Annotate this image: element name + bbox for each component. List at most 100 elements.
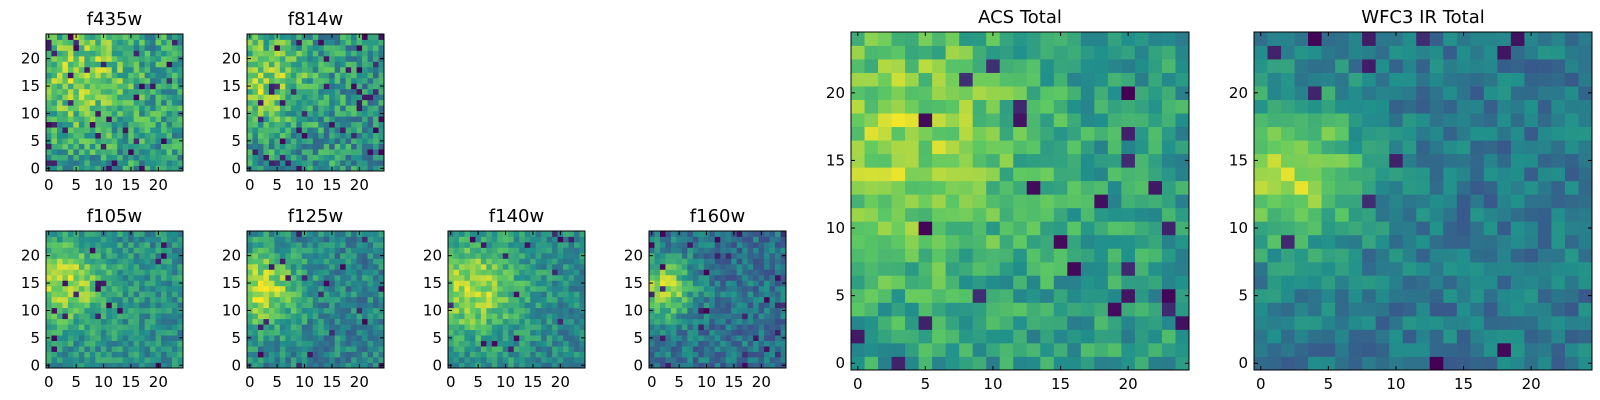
heatmap-cell <box>659 340 666 347</box>
heatmap-cell <box>497 258 504 265</box>
heatmap-cell <box>1470 261 1485 276</box>
heatmap-cell <box>769 324 776 331</box>
heatmap-cell <box>67 77 74 84</box>
heatmap-cell <box>84 258 91 265</box>
heatmap-cell <box>263 44 270 51</box>
heatmap-cell <box>1564 275 1579 290</box>
heatmap-cell <box>329 50 336 57</box>
heatmap-cell <box>692 296 699 303</box>
heatmap-cell <box>111 362 118 369</box>
heatmap-cell <box>1429 167 1444 182</box>
heatmap-cell <box>1308 356 1322 371</box>
heatmap-cell <box>356 329 363 336</box>
heatmap-cell <box>367 110 374 117</box>
heatmap-cell <box>301 357 308 363</box>
heatmap-cell <box>1375 261 1390 276</box>
heatmap-cell <box>709 296 716 303</box>
heatmap-cell <box>1578 194 1593 209</box>
heatmap-cell <box>150 83 156 90</box>
heatmap-cell <box>345 88 352 95</box>
heatmap-cell <box>334 61 341 68</box>
heatmap-cell <box>654 236 661 243</box>
heatmap-cell <box>345 143 352 150</box>
heatmap-cell <box>56 110 63 117</box>
heatmap-cell <box>654 313 661 320</box>
heatmap-cell <box>323 105 330 112</box>
heatmap-cell <box>665 340 672 347</box>
heatmap-cell <box>541 231 548 237</box>
heatmap-cell <box>1402 234 1417 249</box>
heatmap-cell <box>959 113 974 128</box>
heatmap-cell <box>296 39 303 46</box>
heatmap-cell <box>128 66 135 73</box>
heatmap-cell <box>905 59 919 73</box>
heatmap-cell <box>486 346 493 352</box>
heatmap-cell <box>56 285 63 292</box>
heatmap-cell <box>290 357 297 363</box>
heatmap-cell <box>535 285 542 292</box>
heatmap-cell <box>736 252 743 259</box>
heatmap-cell <box>46 313 52 320</box>
heatmap-cell <box>698 335 705 341</box>
heatmap-cell <box>747 231 754 237</box>
heatmap-cell <box>296 357 303 363</box>
heatmap-cell <box>150 241 156 248</box>
heatmap-cell <box>290 83 297 90</box>
heatmap-cell <box>464 346 471 352</box>
heatmap-cell <box>1094 248 1109 263</box>
heatmap-cell <box>1416 288 1431 303</box>
heatmap-cell <box>579 340 586 347</box>
heatmap-cell <box>480 346 487 352</box>
heatmap-cell <box>736 296 743 303</box>
heatmap-cell <box>351 116 357 123</box>
heatmap-cell <box>480 362 487 369</box>
heatmap-cell <box>1053 167 1068 182</box>
heatmap-cell <box>117 231 124 237</box>
heatmap-cell <box>67 72 74 79</box>
heatmap-cell <box>453 247 460 254</box>
heatmap-cell <box>95 351 102 358</box>
heatmap-cell <box>122 88 129 95</box>
heatmap-cell <box>1537 207 1552 222</box>
heatmap-cell <box>312 94 319 101</box>
heatmap-cell <box>301 132 308 139</box>
heatmap-cell <box>329 302 336 309</box>
heatmap-cell <box>252 280 259 287</box>
heatmap-cell <box>329 121 336 128</box>
heatmap-cell <box>279 121 286 128</box>
y-tick-label: 20 <box>222 247 241 265</box>
heatmap-cell <box>1537 180 1552 195</box>
heatmap-cell <box>568 247 575 254</box>
heatmap-cell <box>780 357 787 363</box>
heatmap-cell <box>497 296 504 303</box>
heatmap-cell <box>378 296 385 303</box>
heatmap-cell <box>111 241 118 248</box>
heatmap-cell <box>274 154 281 161</box>
heatmap-cell <box>285 165 292 172</box>
heatmap-cell <box>247 285 253 292</box>
heatmap-cell <box>340 346 347 352</box>
heatmap-cell <box>469 307 476 314</box>
heatmap-cell <box>323 291 330 298</box>
heatmap-cell <box>312 258 319 265</box>
heatmap-cell <box>1013 234 1028 249</box>
heatmap-cell <box>307 34 314 40</box>
heatmap-cell <box>519 318 526 325</box>
heatmap-cell <box>986 140 1001 155</box>
heatmap-cell <box>279 44 286 51</box>
heatmap-cell <box>362 143 368 150</box>
heatmap-cell <box>1067 207 1082 222</box>
heatmap-cell <box>84 105 91 112</box>
heatmap-cell <box>362 324 368 331</box>
heatmap-cell <box>307 61 314 68</box>
heatmap-cell <box>84 313 91 320</box>
heatmap-cell <box>780 324 787 331</box>
heatmap-cell <box>290 77 297 84</box>
heatmap-cell <box>1040 45 1055 60</box>
heatmap-cell <box>649 258 655 265</box>
heatmap-cell <box>736 318 743 325</box>
heatmap-cell <box>1040 126 1055 141</box>
heatmap-cell <box>100 88 107 95</box>
heatmap-cell <box>464 280 471 287</box>
heatmap-cell <box>56 83 63 90</box>
